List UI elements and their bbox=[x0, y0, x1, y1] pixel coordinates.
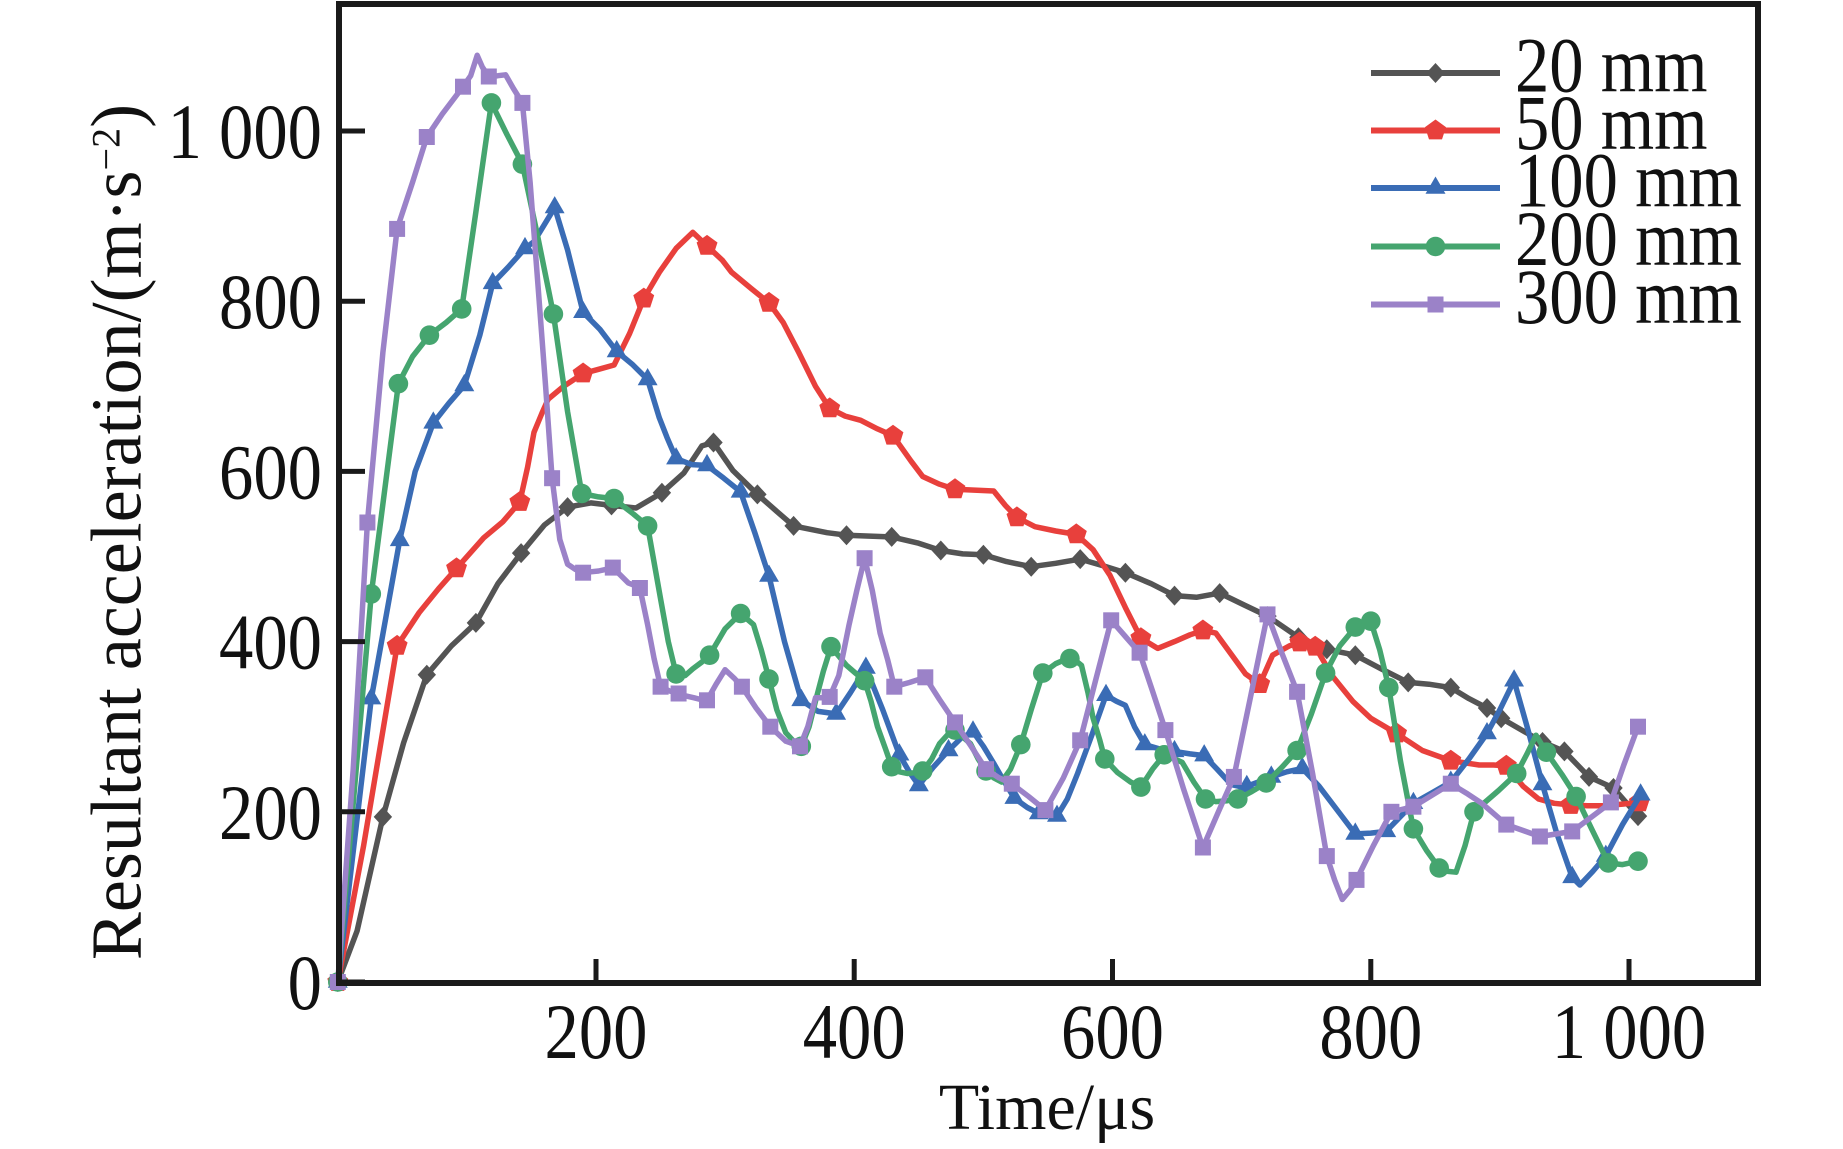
svg-text:1 000: 1 000 bbox=[168, 89, 322, 175]
svg-text:1 000: 1 000 bbox=[1552, 989, 1706, 1075]
svg-text:20 mm: 20 mm bbox=[1515, 22, 1708, 108]
svg-text:200: 200 bbox=[219, 770, 322, 856]
svg-text:800: 800 bbox=[219, 259, 322, 345]
svg-text:Resultant acceleration/(m·s−2): Resultant acceleration/(m·s−2) bbox=[77, 104, 157, 960]
svg-text:800: 800 bbox=[1319, 989, 1422, 1075]
svg-text:50 mm: 50 mm bbox=[1515, 80, 1708, 166]
svg-text:400: 400 bbox=[803, 989, 906, 1075]
svg-text:100 mm: 100 mm bbox=[1515, 137, 1742, 223]
svg-text:600: 600 bbox=[219, 429, 322, 515]
svg-text:400: 400 bbox=[219, 600, 322, 686]
svg-text:200: 200 bbox=[545, 989, 648, 1075]
svg-text:200 mm: 200 mm bbox=[1515, 196, 1742, 282]
svg-text:600: 600 bbox=[1061, 989, 1164, 1075]
svg-text:Time/μs: Time/μs bbox=[939, 1071, 1155, 1144]
svg-text:0: 0 bbox=[288, 940, 322, 1026]
svg-text:300 mm: 300 mm bbox=[1515, 254, 1742, 340]
